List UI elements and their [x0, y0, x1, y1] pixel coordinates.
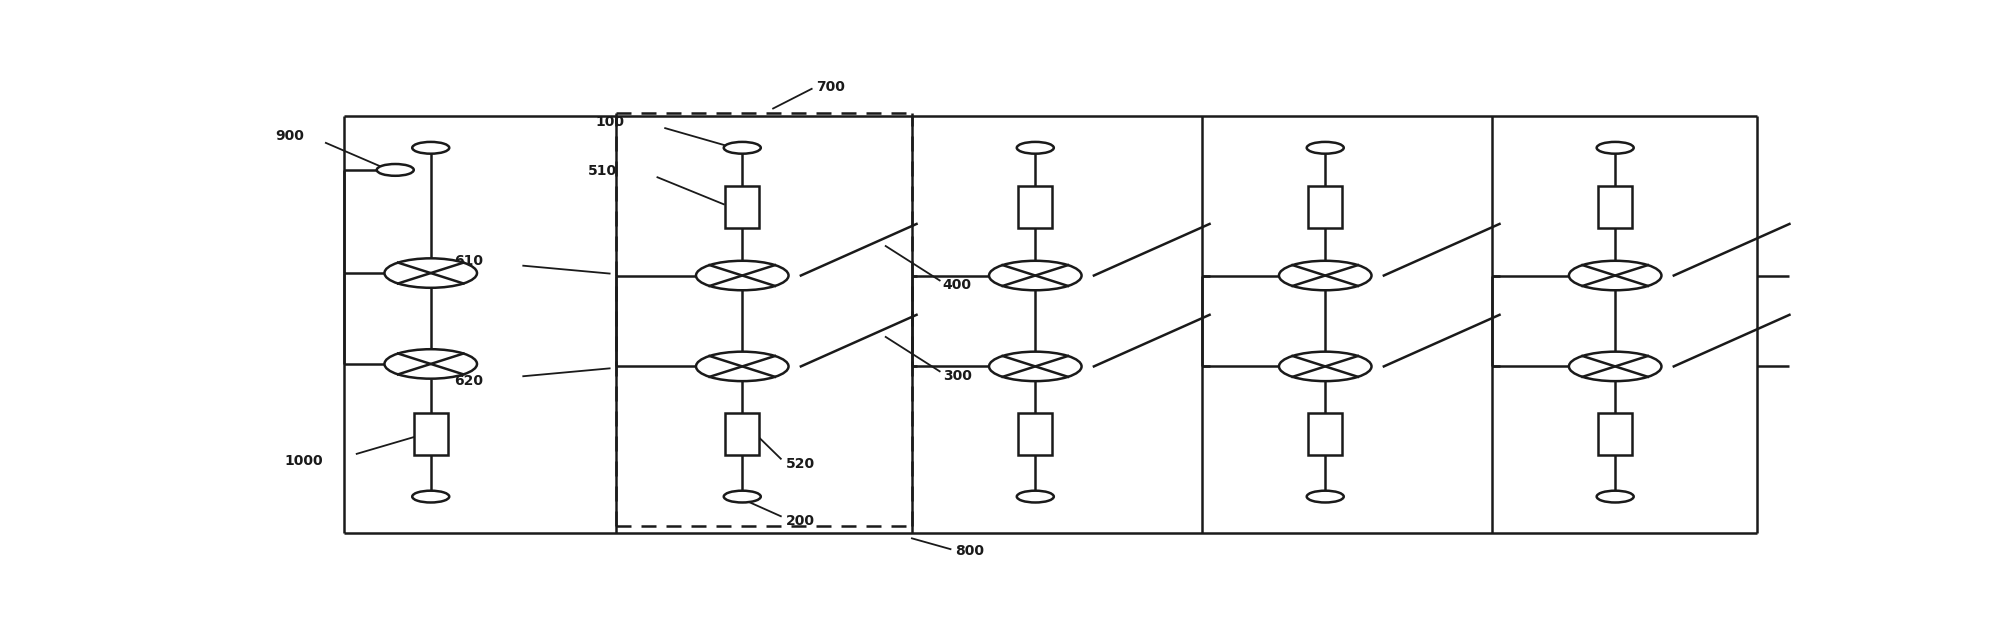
Circle shape	[1307, 491, 1343, 503]
Bar	[1307, 186, 1341, 228]
Text: 620: 620	[453, 374, 483, 388]
Bar	[724, 413, 760, 455]
Bar	[1597, 413, 1631, 455]
Text: 900: 900	[274, 128, 304, 142]
Circle shape	[696, 261, 788, 290]
Circle shape	[724, 491, 760, 503]
Text: 610: 610	[453, 254, 483, 268]
Circle shape	[1016, 491, 1054, 503]
Circle shape	[1567, 352, 1661, 381]
Text: 700: 700	[815, 80, 845, 94]
Circle shape	[724, 142, 760, 154]
Circle shape	[412, 142, 450, 154]
Circle shape	[696, 352, 788, 381]
Text: 400: 400	[943, 278, 971, 292]
Bar	[1018, 186, 1052, 228]
Bar	[414, 413, 448, 455]
Circle shape	[1595, 491, 1633, 503]
Bar	[1597, 186, 1631, 228]
Circle shape	[1595, 142, 1633, 154]
Text: 300: 300	[943, 369, 971, 383]
Text: 510: 510	[589, 165, 617, 179]
Circle shape	[1567, 261, 1661, 290]
Circle shape	[412, 491, 450, 503]
Circle shape	[384, 258, 477, 288]
Circle shape	[1016, 142, 1054, 154]
Circle shape	[1279, 352, 1370, 381]
Text: 800: 800	[955, 544, 985, 558]
Circle shape	[989, 352, 1082, 381]
Text: 1000: 1000	[284, 454, 322, 468]
Circle shape	[1279, 261, 1370, 290]
Bar	[724, 186, 760, 228]
Circle shape	[989, 261, 1082, 290]
Circle shape	[1307, 142, 1343, 154]
Bar	[1018, 413, 1052, 455]
Bar	[1307, 413, 1341, 455]
Circle shape	[376, 164, 414, 176]
Text: 520: 520	[786, 457, 814, 471]
Text: 200: 200	[786, 514, 814, 528]
Text: 100: 100	[595, 115, 625, 130]
Circle shape	[384, 349, 477, 379]
